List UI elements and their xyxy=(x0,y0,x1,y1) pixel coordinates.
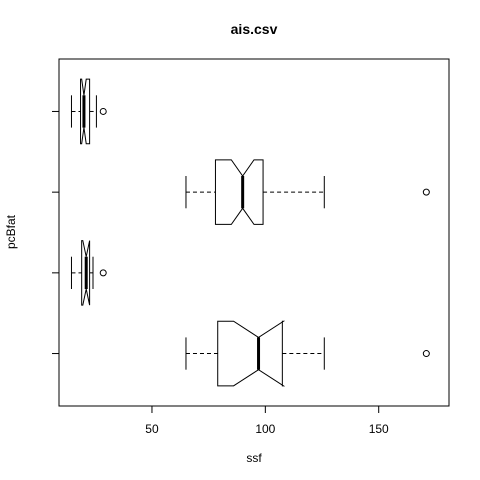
notched-box xyxy=(217,320,286,387)
x-tick-label: 50 xyxy=(145,422,159,436)
outlier-point xyxy=(422,350,430,358)
x-tick-label: 100 xyxy=(255,422,275,436)
box-2 xyxy=(70,240,107,306)
box-1 xyxy=(185,320,430,387)
y-axis xyxy=(52,110,59,355)
plot-area-frame xyxy=(58,58,450,407)
boxes-group xyxy=(70,78,430,387)
box-3 xyxy=(185,159,430,225)
x-axis-label: ssf xyxy=(246,451,262,465)
outlier-point xyxy=(99,107,107,115)
notched-box xyxy=(81,240,91,306)
box-4 xyxy=(70,78,107,145)
x-tick-label: 150 xyxy=(369,422,389,436)
outlier-point xyxy=(99,269,107,277)
x-axis: 50 100 150 xyxy=(145,406,389,436)
y-axis-label: pcBfat xyxy=(4,214,18,249)
notched-box xyxy=(214,159,264,225)
chart-title: ais.csv xyxy=(231,21,278,37)
notched-box xyxy=(80,78,91,145)
outlier-point xyxy=(422,188,430,196)
